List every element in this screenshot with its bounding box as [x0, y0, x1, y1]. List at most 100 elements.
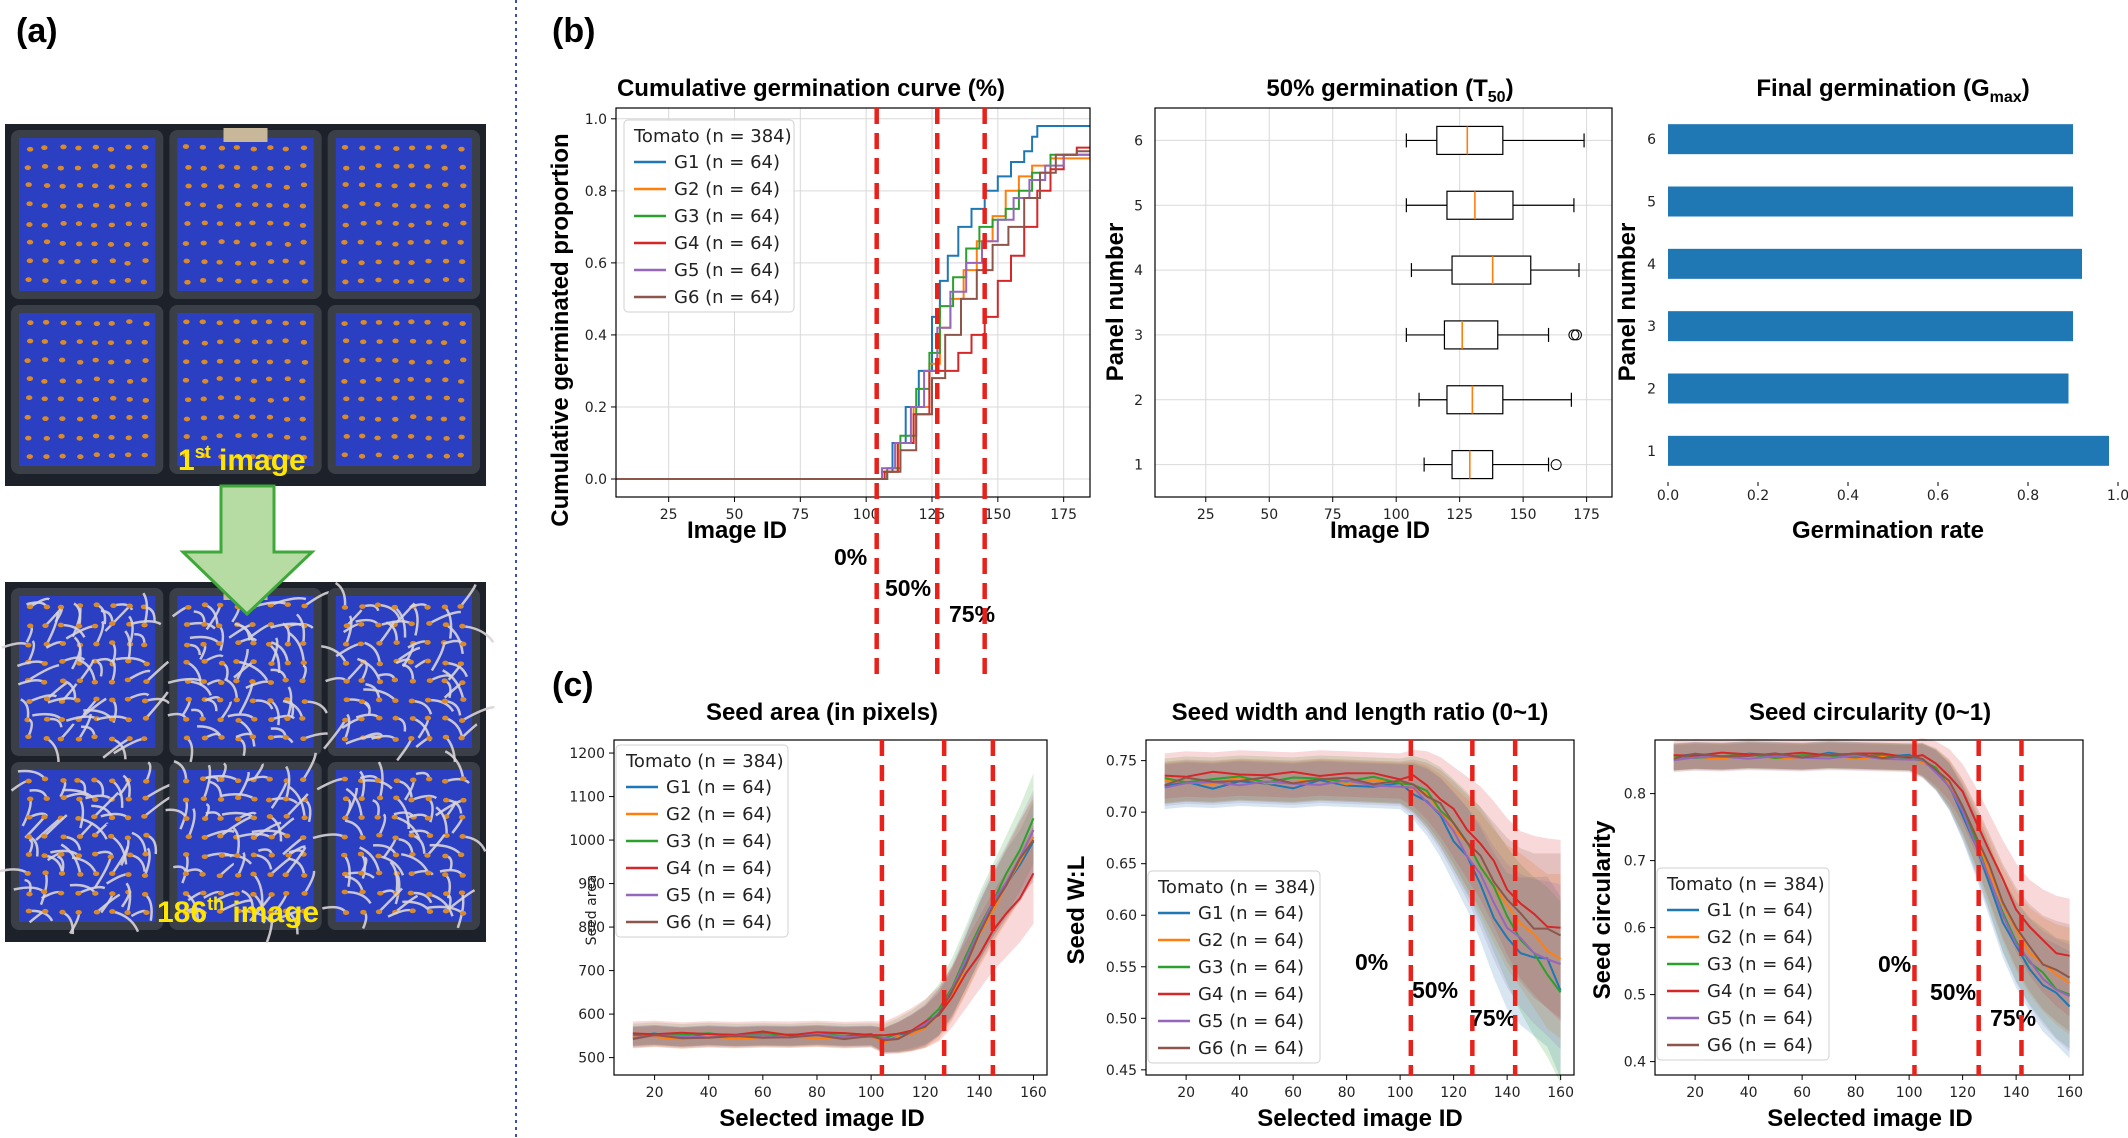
seed	[299, 416, 306, 422]
seed	[341, 852, 348, 858]
seed	[249, 454, 256, 459]
confidence-band	[632, 826, 1034, 1052]
seed	[200, 890, 207, 896]
seed	[26, 201, 33, 207]
seed	[392, 698, 399, 704]
sprout	[77, 885, 106, 895]
seed	[458, 718, 466, 723]
chart-title-t50: 50% germination (T50)	[1266, 75, 1513, 106]
seed	[141, 202, 148, 207]
seed	[75, 816, 82, 821]
confidence-band	[1673, 743, 2070, 1052]
seed	[124, 260, 131, 266]
seed	[42, 278, 49, 283]
seed	[141, 452, 148, 458]
x-tick-label: 25	[1197, 507, 1215, 523]
seed	[108, 815, 116, 821]
seed	[182, 144, 190, 149]
chart-title-area: Seed area (in pixels)	[706, 699, 938, 726]
seed	[183, 716, 190, 722]
seed	[93, 602, 100, 608]
sprout	[461, 705, 495, 722]
seed	[235, 433, 242, 438]
seed	[75, 378, 83, 384]
legend-title: Tomato (n = 384)	[625, 751, 784, 772]
seed	[185, 604, 192, 610]
seed	[217, 184, 225, 190]
legend-entry: G6 (n = 64)	[1198, 1038, 1304, 1059]
seed	[375, 376, 382, 382]
seed	[300, 641, 307, 646]
seed	[77, 396, 84, 402]
seed	[408, 260, 415, 265]
dashed-marker-lines	[874, 108, 2024, 1075]
seed	[442, 258, 450, 264]
sprout	[303, 591, 330, 607]
seed	[43, 736, 50, 741]
seed	[391, 677, 399, 683]
seed	[459, 834, 466, 839]
seed	[217, 697, 224, 703]
sprout	[78, 817, 108, 840]
seed	[126, 414, 133, 420]
seed	[375, 622, 382, 628]
seed	[391, 814, 399, 820]
sprout	[235, 832, 271, 839]
seed	[234, 853, 241, 858]
sprout	[284, 765, 291, 800]
seed	[459, 339, 467, 344]
seed	[459, 164, 466, 170]
seed	[124, 677, 132, 683]
plot-frame	[1154, 107, 1613, 498]
seed	[125, 796, 132, 802]
x-tick-label: 40	[1231, 1085, 1249, 1101]
seed	[408, 797, 415, 803]
x-tick-label: 150	[1510, 507, 1537, 523]
seed	[391, 202, 399, 208]
seed	[426, 415, 433, 421]
bar-panel-2	[1668, 373, 2069, 404]
seed	[41, 145, 48, 151]
seed	[424, 815, 432, 821]
seed	[59, 416, 66, 422]
x-tick-label: 120	[912, 1085, 939, 1101]
seed	[124, 815, 132, 821]
x-tick-label: 60	[754, 1085, 772, 1101]
seed	[458, 434, 465, 440]
legend-entry: G5 (n = 64)	[1198, 1011, 1304, 1032]
seed	[443, 435, 450, 441]
seed	[143, 679, 150, 684]
seed	[75, 736, 83, 742]
seed	[249, 397, 256, 403]
x-tick-label: 160	[1547, 1085, 1574, 1101]
seed	[91, 777, 98, 783]
x-tick-label: 100	[858, 1085, 885, 1101]
seed	[91, 679, 99, 685]
seed	[266, 814, 274, 819]
seed	[300, 435, 307, 441]
seed	[183, 416, 191, 422]
seed	[216, 358, 224, 364]
x-tick-label: 0.4	[1837, 488, 1859, 504]
seed	[126, 379, 134, 384]
seed	[375, 452, 383, 458]
seed	[282, 320, 289, 326]
seed	[268, 852, 275, 858]
seed	[124, 202, 132, 207]
sprout	[378, 813, 387, 836]
seed	[393, 778, 401, 784]
seed	[374, 416, 382, 422]
chart-gmax-bars: 0.0 0.2 0.4 0.6 0.8 1.0 1 2 3 4 5 6	[1647, 108, 2128, 504]
seed	[457, 852, 465, 858]
legend-title: Tomato (n = 384)	[1157, 877, 1316, 898]
seed	[424, 239, 431, 245]
seed	[92, 433, 100, 439]
seed	[251, 319, 258, 325]
seed	[75, 145, 82, 151]
seed	[266, 339, 273, 345]
sprout	[29, 597, 50, 608]
seed	[59, 241, 66, 246]
seed	[460, 357, 467, 363]
legend-title: Tomato (n = 384)	[1666, 874, 1825, 895]
